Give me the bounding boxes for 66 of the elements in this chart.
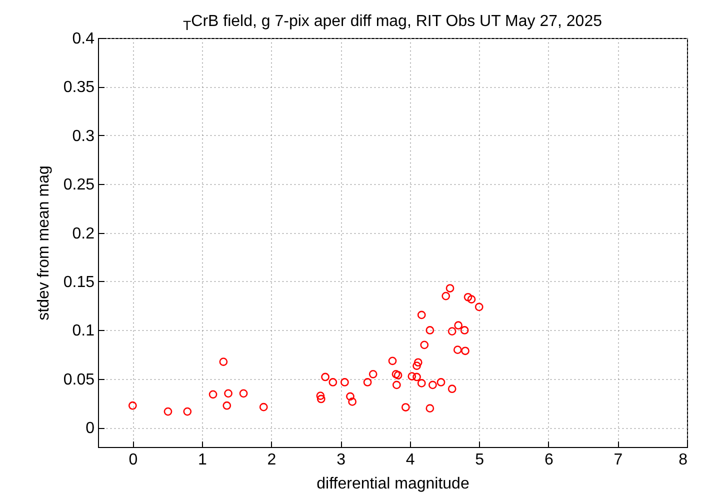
point xyxy=(392,380,401,390)
x-tick-label: 2 xyxy=(267,452,276,468)
y-tick-label: 0.05 xyxy=(63,371,95,388)
y-tick-label: 0.2 xyxy=(72,225,95,242)
point xyxy=(464,292,472,302)
point xyxy=(401,403,410,412)
y-axis-title: stdev from mean mag xyxy=(35,166,52,320)
point xyxy=(316,394,326,404)
y-tick-label: 0.15 xyxy=(63,274,95,291)
point xyxy=(426,326,434,334)
point xyxy=(454,321,463,330)
point xyxy=(328,378,338,386)
point xyxy=(321,372,330,382)
point xyxy=(417,379,426,388)
x-axis-title: differential magnitude xyxy=(316,476,470,492)
y-tick-label: 0.25 xyxy=(63,176,95,194)
x-tick-label: 7 xyxy=(614,452,623,468)
point xyxy=(412,372,421,382)
y-tick-label: 0.4 xyxy=(72,30,95,48)
point xyxy=(316,392,325,400)
point xyxy=(417,310,426,320)
point xyxy=(420,340,429,350)
point xyxy=(183,407,192,416)
point xyxy=(426,404,434,413)
point xyxy=(346,392,354,401)
point xyxy=(448,327,456,336)
point xyxy=(442,292,450,300)
point xyxy=(222,401,232,410)
point xyxy=(474,302,484,312)
point xyxy=(259,402,268,412)
x-tick-label: 4 xyxy=(406,452,415,468)
x-tick-label: 0 xyxy=(128,452,138,468)
point xyxy=(340,378,349,386)
chart-title: $_{T}$CrB field, g 7-pix aper diff mag, RIT Obs UT May 27, 2025 xyxy=(182,13,603,34)
x-tick-label: 6 xyxy=(544,452,554,468)
x-tick-label: 8 xyxy=(678,452,688,468)
y-tick-label: 0.3 xyxy=(72,128,95,145)
point xyxy=(368,370,378,378)
point xyxy=(436,378,446,386)
point xyxy=(412,362,421,370)
point xyxy=(224,389,232,398)
point xyxy=(348,398,356,406)
point xyxy=(460,326,469,334)
point xyxy=(408,372,416,380)
point xyxy=(392,370,400,378)
point xyxy=(363,378,372,386)
x-tick-label: 1 xyxy=(198,452,207,468)
point xyxy=(428,380,437,390)
point xyxy=(239,389,248,398)
y-tick-label: 0 xyxy=(86,420,95,438)
y-tick-label: 0.35 xyxy=(63,79,95,96)
point xyxy=(461,346,470,356)
point xyxy=(394,371,402,380)
x-tick-label: 5 xyxy=(475,452,484,468)
point xyxy=(388,356,397,366)
point xyxy=(219,358,228,366)
x-tick-label: 3 xyxy=(336,452,346,468)
point xyxy=(128,401,137,410)
point xyxy=(453,346,462,354)
point xyxy=(448,384,456,394)
point xyxy=(208,390,218,399)
point xyxy=(446,284,454,292)
point xyxy=(467,295,476,304)
point xyxy=(414,358,422,367)
y-tick-label: 0.1 xyxy=(72,322,95,340)
point xyxy=(164,407,172,416)
